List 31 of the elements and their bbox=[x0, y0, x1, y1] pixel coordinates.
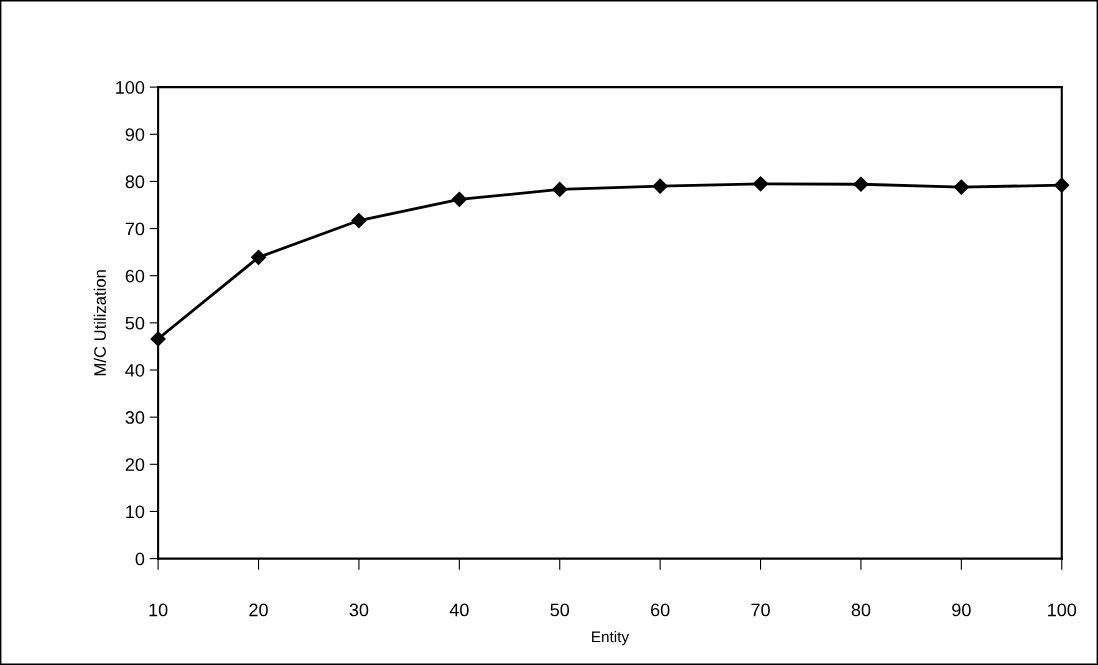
point bbox=[652, 178, 668, 194]
y-tick-label: 60 bbox=[125, 269, 145, 283]
x-tick-label: 90 bbox=[952, 603, 971, 617]
point bbox=[451, 191, 467, 207]
x-axis-title: Entity bbox=[592, 630, 630, 646]
x-tick-label: 100 bbox=[1048, 603, 1077, 617]
x-tick-label: 50 bbox=[550, 603, 570, 617]
y-tick-label: 30 bbox=[125, 411, 145, 424]
y-tick-label: 40 bbox=[125, 363, 145, 377]
y-tick-label: 80 bbox=[125, 175, 145, 189]
y-tick-label: 0 bbox=[135, 552, 145, 566]
y-tick-label: 10 bbox=[126, 505, 145, 519]
x-tick-label: 60 bbox=[651, 603, 670, 617]
y-tick-label: 100 bbox=[116, 81, 145, 94]
x-tick-label: 30 bbox=[349, 603, 369, 617]
point bbox=[351, 212, 367, 229]
point bbox=[752, 176, 769, 192]
x-tick-label: 40 bbox=[449, 603, 469, 617]
x-tick-label: 20 bbox=[249, 603, 268, 617]
y-axis-title: M/C Utilization bbox=[93, 270, 106, 376]
y-tick-label: 70 bbox=[125, 222, 145, 236]
x-tick-label: 10 bbox=[149, 603, 168, 617]
point bbox=[250, 249, 267, 265]
point bbox=[953, 179, 969, 195]
y-tick-label: 90 bbox=[125, 128, 145, 141]
y-tick-label: 20 bbox=[125, 458, 145, 472]
x-tick-label: 80 bbox=[851, 603, 871, 617]
point bbox=[853, 176, 869, 192]
y-tick-label: 50 bbox=[125, 316, 145, 330]
point bbox=[552, 181, 568, 197]
x-tick-label: 70 bbox=[751, 603, 770, 617]
